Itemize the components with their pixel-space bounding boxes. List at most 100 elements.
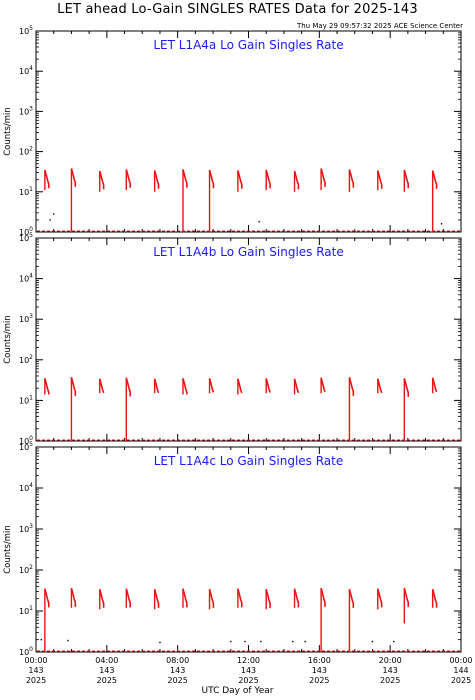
burst-decay — [237, 170, 243, 189]
burst-decay — [293, 170, 300, 190]
data-point — [67, 639, 69, 642]
burst-decay — [237, 378, 243, 394]
data-point — [244, 640, 246, 643]
y-tick-label: 104 — [19, 65, 33, 76]
burst-decay — [293, 588, 300, 608]
burst-decay — [182, 378, 188, 395]
x-tick-doy: 143 — [241, 666, 256, 675]
y-tick-label: 103 — [19, 105, 33, 116]
burst-decay — [237, 588, 243, 608]
y-axis-label: Counts/min — [3, 107, 13, 156]
x-tick-time: 12:00 — [237, 656, 260, 665]
burst-decay — [44, 588, 50, 608]
x-tick-year: 2025 — [26, 676, 46, 685]
x-tick-time: 20:00 — [379, 656, 402, 665]
x-tick-time: 04:00 — [95, 656, 118, 665]
burst-decay — [403, 169, 410, 189]
y-tick-label: 100 — [19, 226, 33, 237]
y-tick-label: 103 — [19, 313, 33, 324]
y-tick-label: 104 — [19, 482, 33, 493]
burst-decay — [153, 589, 160, 608]
burst-decay — [182, 588, 188, 608]
panel-title: LET L1A4c Lo Gain Singles Rate — [154, 454, 344, 468]
x-tick-year: 2025 — [167, 676, 187, 685]
burst-decay — [153, 378, 160, 394]
x-tick-year: 2025 — [309, 676, 329, 685]
y-tick-label: 102 — [19, 146, 33, 157]
burst-decay — [320, 377, 326, 393]
data-point — [292, 640, 294, 643]
data-point — [260, 640, 262, 643]
y-axis-label: Counts/min — [3, 315, 13, 364]
y-tick-label: 104 — [19, 273, 33, 284]
data-point — [49, 219, 51, 221]
burst-decay — [376, 378, 383, 394]
burst-decay — [376, 170, 383, 189]
panel-title: LET L1A4a Lo Gain Singles Rate — [153, 38, 343, 52]
data-point — [159, 641, 161, 644]
x-tick-time: 08:00 — [166, 656, 189, 665]
data-point — [440, 223, 443, 225]
x-tick-doy: 143 — [28, 666, 43, 675]
data-point — [304, 640, 306, 643]
panel-title: LET L1A4b Lo Gain Singles Rate — [153, 245, 344, 259]
y-tick-label: 100 — [19, 435, 33, 446]
burst-decay — [348, 589, 355, 608]
data-point — [40, 638, 43, 641]
burst-decay — [265, 378, 271, 393]
y-tick-label: 101 — [19, 186, 33, 197]
x-tick-doy: 143 — [99, 666, 114, 675]
data-point — [371, 640, 374, 643]
burst-decay — [376, 588, 383, 608]
burst-decay — [348, 377, 355, 396]
burst-decay — [208, 378, 215, 393]
burst-decay — [125, 588, 132, 608]
x-tick-year: 2025 — [451, 676, 471, 685]
burst-decay — [70, 587, 77, 607]
burst-decay — [320, 587, 326, 607]
burst-decay — [431, 377, 438, 393]
y-axis-label: Counts/min — [3, 525, 13, 574]
x-tick-year: 2025 — [238, 676, 258, 685]
burst-decay — [98, 378, 105, 394]
burst-decay — [44, 169, 50, 189]
x-tick-time: 16:00 — [308, 656, 331, 665]
burst-decay — [265, 169, 271, 189]
x-tick-doy: 143 — [312, 666, 327, 675]
x-tick-doy: 143 — [383, 666, 398, 675]
burst-decay — [265, 589, 271, 608]
burst-decay — [403, 378, 410, 397]
burst-decay — [125, 377, 132, 397]
y-tick-label: 101 — [19, 394, 33, 405]
x-tick-year: 2025 — [380, 676, 400, 685]
y-tick-label: 101 — [19, 605, 33, 616]
burst-decay — [348, 169, 355, 188]
page-title: LET ahead Lo-Gain SINGLES RATES Data for… — [57, 2, 418, 17]
x-tick-year: 2025 — [97, 676, 117, 685]
burst-decay — [431, 589, 438, 608]
x-tick-time: 00:00 — [449, 656, 472, 665]
data-point — [230, 640, 232, 643]
panel-frame — [35, 446, 462, 653]
burst-decay — [208, 169, 215, 189]
data-point — [393, 640, 395, 643]
burst-decay — [431, 170, 438, 189]
burst-decay — [320, 168, 326, 187]
x-axis-label: UTC Day of Year — [201, 686, 274, 696]
burst-decay — [44, 378, 50, 395]
y-tick-label: 103 — [19, 523, 33, 534]
timestamp: Thu May 29 09:57:32 2025 ACE Science Cen… — [296, 22, 463, 30]
y-tick-label: 102 — [19, 564, 33, 575]
burst-decay — [70, 377, 77, 396]
y-tick-label: 105 — [19, 232, 33, 243]
y-tick-label: 102 — [19, 354, 33, 365]
data-point — [258, 221, 260, 223]
burst-decay — [125, 169, 132, 188]
burst-decay — [153, 170, 160, 189]
burst-decay — [293, 378, 300, 394]
y-tick-label: 100 — [19, 646, 33, 657]
y-tick-label: 105 — [19, 441, 33, 452]
panel-frame — [35, 237, 462, 442]
burst-decay — [182, 169, 188, 188]
